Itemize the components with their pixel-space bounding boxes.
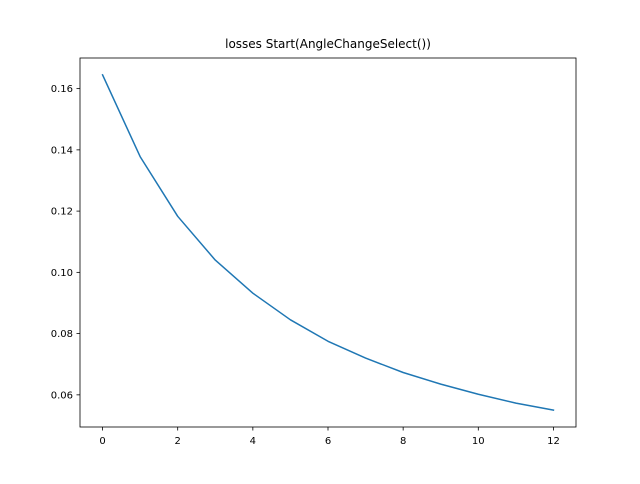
y-tick-label: 0.14 (51, 145, 73, 156)
y-tick-label: 0.16 (51, 84, 73, 95)
y-tick-label: 0.10 (51, 268, 73, 279)
y-tick-label: 0.12 (51, 207, 73, 218)
chart-title: losses Start(AngleChangeSelect()) (225, 37, 431, 51)
plot-frame (79, 57, 577, 428)
x-tick-label: 10 (472, 436, 485, 447)
series-line (101, 73, 555, 412)
x-tick-label: 4 (250, 436, 256, 447)
x-tick-label: 0 (99, 436, 105, 447)
plot-series (101, 73, 555, 412)
y-tick-label: 0.08 (51, 329, 73, 340)
x-tick-label: 6 (325, 436, 331, 447)
y-axis: 0.06 0.08 0.10 0.12 0.14 0.16 (51, 84, 80, 401)
x-tick-label: 8 (400, 436, 406, 447)
y-tick-label: 0.06 (51, 390, 73, 401)
x-tick-label: 12 (547, 436, 560, 447)
x-tick-label: 2 (175, 436, 181, 447)
x-axis: 0 2 4 6 8 10 12 (99, 427, 560, 447)
